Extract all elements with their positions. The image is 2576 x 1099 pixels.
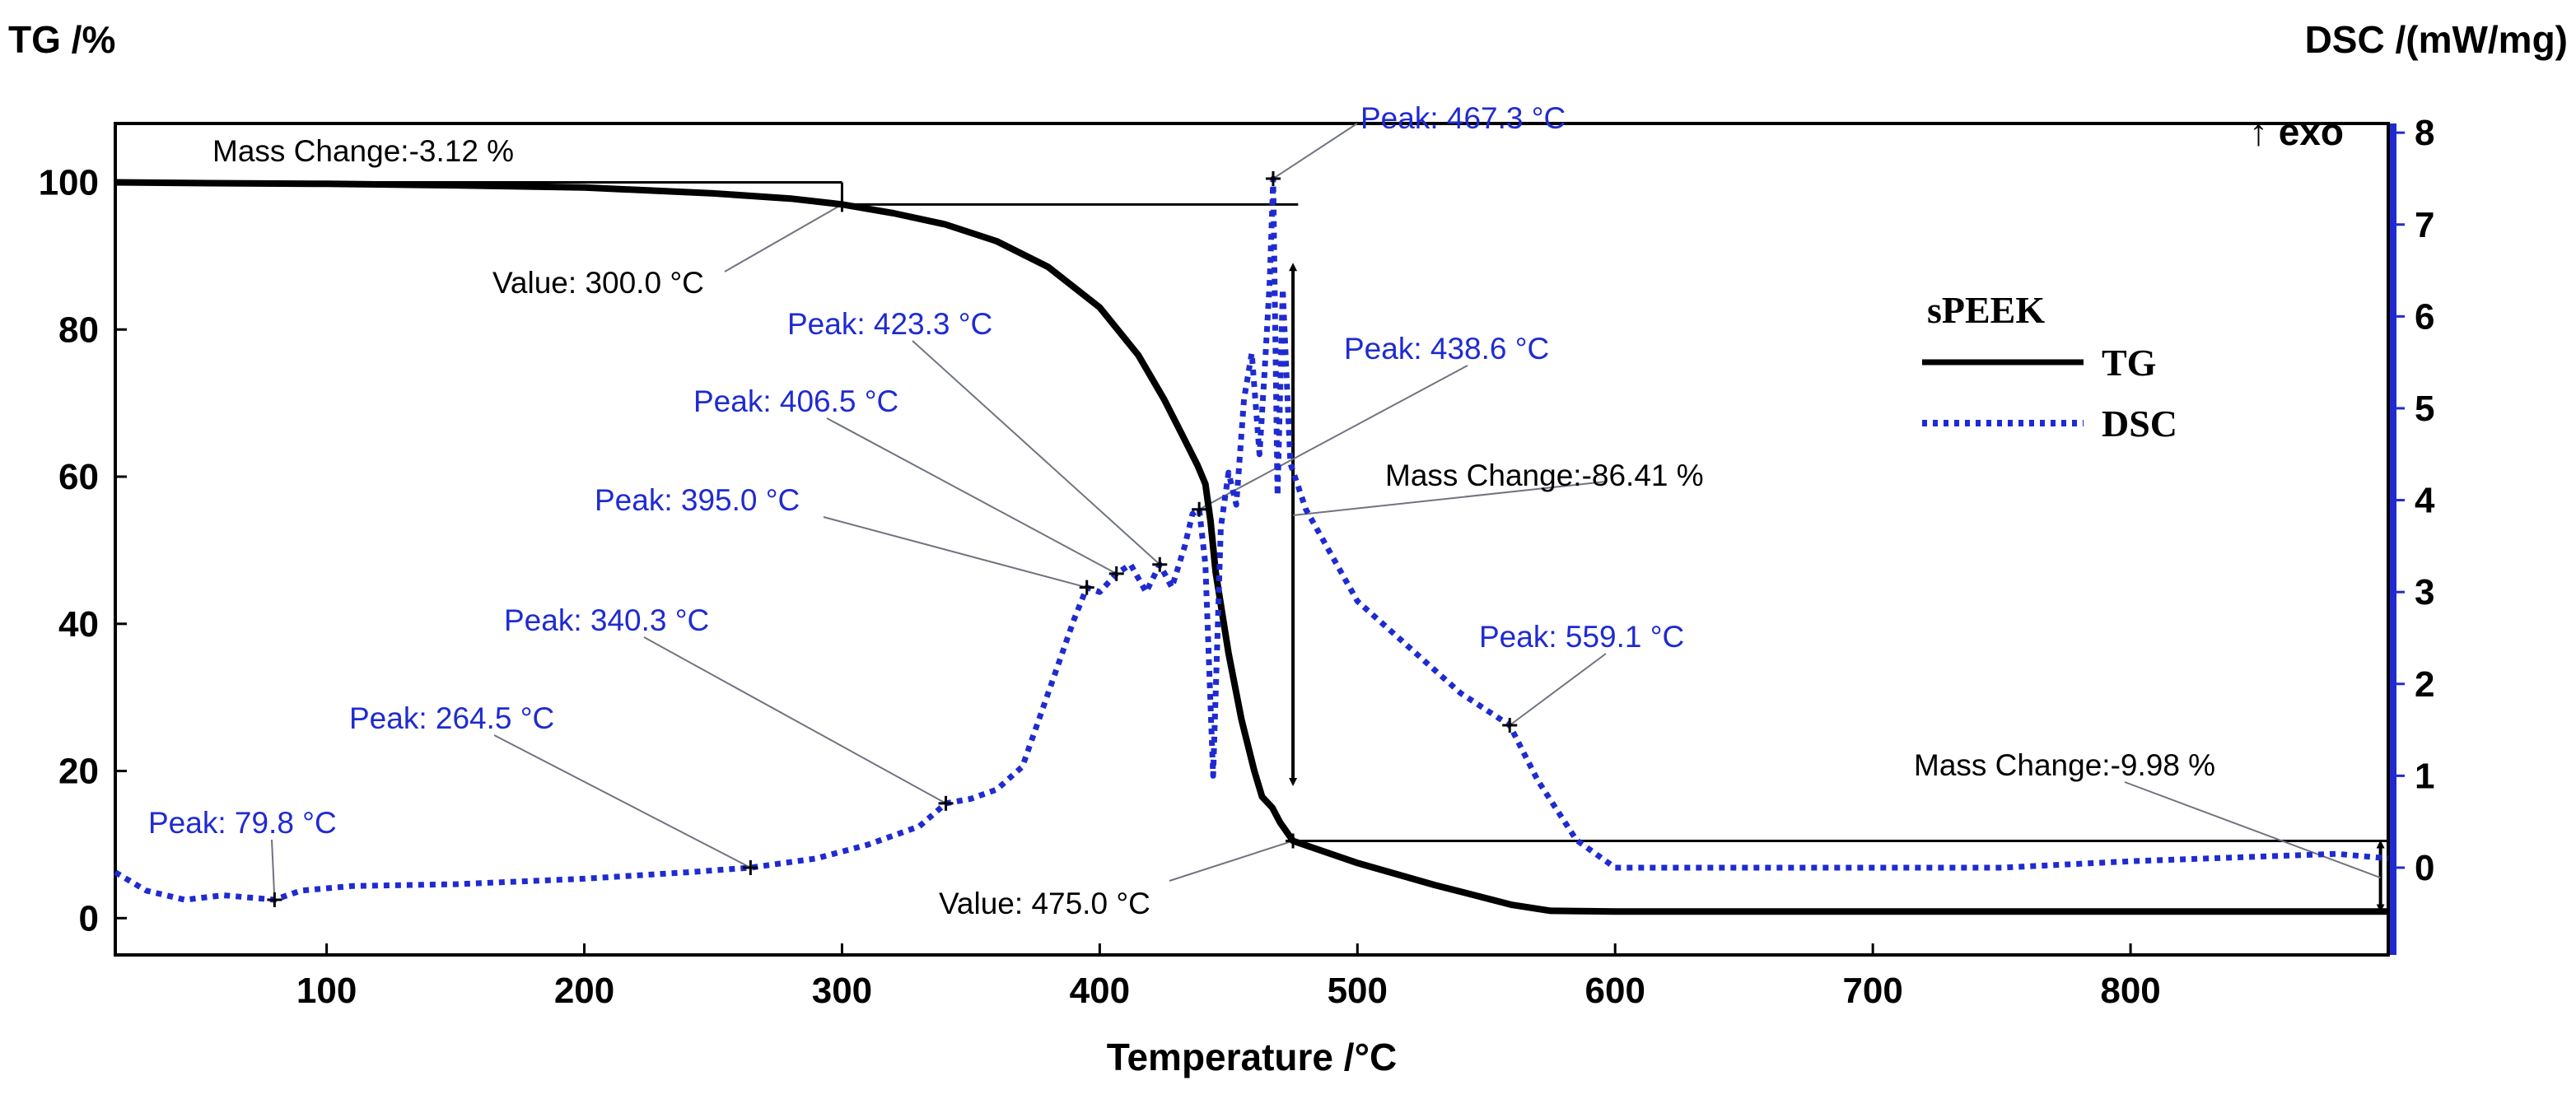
- annotation-marker: [1502, 717, 1518, 733]
- series-line-tg: [114, 179, 2388, 915]
- y-right-tick-label: 1: [2415, 756, 2434, 796]
- y-right-tick-label: 8: [2415, 113, 2434, 153]
- annotation-marker: [1108, 566, 1124, 581]
- annotation-marker: [1152, 556, 1168, 572]
- annotation-leader-line: [823, 516, 1087, 589]
- annotation-marker: [1079, 580, 1094, 595]
- legend-label-tg: TG: [2102, 342, 2156, 384]
- annotation-marker: [834, 197, 850, 212]
- annotation-leader-line: [1198, 365, 1468, 510]
- y-left-tick-label: 20: [58, 752, 99, 792]
- x-tick-label: 600: [1585, 971, 1645, 1011]
- x-tick-label: 400: [1070, 971, 1130, 1011]
- data-series: [114, 175, 2389, 915]
- annotation-leaders: [271, 123, 2381, 901]
- annotation-leader-line: [1272, 123, 1358, 179]
- x-tick-label: 700: [1842, 971, 1902, 1011]
- y-left-tick-label: 0: [79, 898, 99, 938]
- x-ticks: 100 200 300 400 500 600 700 800: [296, 943, 2161, 1011]
- mass-change-label-1: Mass Change:-3.12 %: [212, 134, 514, 168]
- annotation-label-peak-395-0: Peak: 395.0 °C: [595, 483, 800, 517]
- plot-frame: [114, 122, 2390, 957]
- y-right-tick-label: 7: [2415, 205, 2434, 245]
- y-right-tick-label: 3: [2415, 572, 2434, 612]
- annotation-marker: [1265, 170, 1281, 186]
- y-right-tick-label: 4: [2415, 481, 2435, 521]
- legend-title: sPEEK: [1927, 289, 2045, 331]
- y-right-tick-label: 5: [2415, 389, 2434, 429]
- y-right-ticks: 0 1 2 3 4 5 6 7 8: [2393, 113, 2435, 888]
- annotation-leader-line: [724, 203, 842, 272]
- annotation-markers: [267, 170, 1518, 908]
- annotation-label-peak-438-6: Peak: 438.6 °C: [1344, 332, 1549, 366]
- x-tick-label: 800: [2100, 971, 2160, 1011]
- y-left-tick-label: 100: [39, 163, 99, 203]
- x-tick-label: 500: [1328, 971, 1388, 1011]
- x-tick-label: 300: [812, 971, 872, 1011]
- annotation-leader-line: [271, 839, 276, 901]
- y-right-axis-title: DSC /(mW/mg): [2305, 18, 2568, 61]
- legend-label-dsc: DSC: [2102, 403, 2177, 445]
- annotation-leader-line: [493, 734, 751, 868]
- mass-change-label-2: Mass Change:-86.41 %: [1385, 459, 1704, 492]
- mass-change-leader-line: [2124, 781, 2381, 879]
- x-tick-label: 200: [554, 971, 614, 1011]
- y-left-tick-label: 60: [58, 457, 99, 497]
- y-left-axis-title: TG /%: [8, 18, 115, 61]
- exo-indicator: ↑ exo: [2249, 110, 2344, 153]
- x-tick-label: 100: [296, 971, 357, 1011]
- annotation-marker: [1192, 501, 1207, 517]
- annotation-label-peak-423-3: Peak: 423.3 °C: [787, 307, 992, 341]
- annotation-label-peak-264-5: Peak: 264.5 °C: [349, 701, 554, 735]
- y-right-tick-label: 2: [2415, 664, 2434, 705]
- series-line-dsc: [114, 175, 2389, 903]
- annotation-label-peak-559-1: Peak: 559.1 °C: [1479, 620, 1684, 654]
- y-left-ticks: 0 20 40 60 80 100: [39, 163, 127, 938]
- y-left-tick-label: 40: [58, 604, 99, 645]
- y-right-tick-label: 6: [2415, 296, 2434, 337]
- annotation-leader-line: [826, 417, 1118, 575]
- annotation-leader-line: [643, 636, 947, 804]
- mass-change-markers: [115, 181, 2388, 913]
- x-axis-title: Temperature /°C: [1107, 1036, 1397, 1078]
- annotation-marker: [1286, 833, 1301, 849]
- annotation-leader-line: [1509, 653, 1607, 726]
- annotation-marker: [743, 859, 758, 875]
- mass-change-leader-line: [1292, 481, 1607, 516]
- annotation-label-value-300-0: Value: 300.0 °C: [492, 266, 704, 300]
- annotation-label-value-475-0: Value: 475.0 °C: [939, 887, 1150, 920]
- y-right-tick-label: 0: [2415, 848, 2434, 888]
- annotation-leader-line: [912, 340, 1160, 566]
- mass-change-label-3: Mass Change:-9.98 %: [1914, 748, 2215, 782]
- annotation-marker: [938, 795, 954, 811]
- legend: sPEEK TG DSC: [1922, 289, 2177, 445]
- annotation-marker: [267, 892, 282, 908]
- annotation-label-peak-467-3: Peak: 467.3 °C: [1360, 101, 1566, 135]
- y-left-tick-label: 80: [58, 310, 99, 350]
- annotation-leader-line: [1169, 840, 1294, 882]
- annotation-labels: Peak: 79.8 °C Peak: 264.5 °C Peak: 340.3…: [148, 101, 2215, 920]
- annotation-label-peak-340-3: Peak: 340.3 °C: [504, 603, 709, 637]
- annotation-label-peak-406-5: Peak: 406.5 °C: [693, 384, 898, 418]
- annotation-label-peak-79-8: Peak: 79.8 °C: [148, 806, 337, 840]
